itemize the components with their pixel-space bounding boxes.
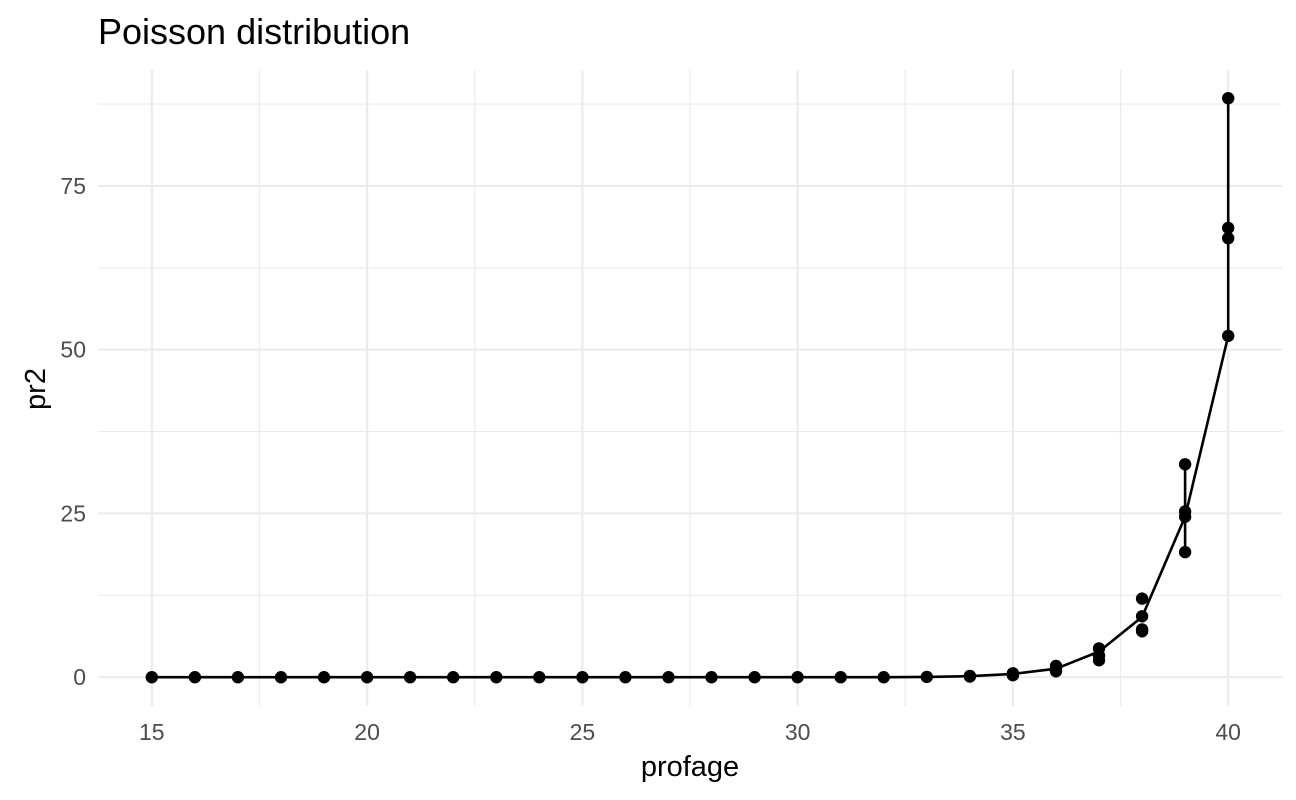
data-point bbox=[1222, 221, 1235, 235]
x-tick-label: 25 bbox=[570, 719, 596, 745]
x-tick-label: 40 bbox=[1215, 719, 1241, 745]
data-point bbox=[1178, 545, 1192, 559]
data-point bbox=[619, 671, 632, 684]
data-point bbox=[231, 671, 245, 684]
data-point bbox=[662, 671, 675, 684]
data-point bbox=[576, 671, 589, 684]
x-tick-label: 35 bbox=[1000, 719, 1026, 745]
data-point bbox=[1135, 623, 1149, 636]
data-point bbox=[748, 671, 761, 684]
data-point bbox=[490, 671, 503, 684]
x-axis-title: profage bbox=[641, 751, 739, 783]
data-point bbox=[317, 671, 331, 684]
x-tick-label: 15 bbox=[139, 719, 165, 745]
y-tick-label: 25 bbox=[60, 500, 86, 526]
data-point bbox=[1049, 659, 1063, 673]
x-axis-tick-labels: 15 20 25 30 35 40 bbox=[139, 719, 1241, 745]
chart-title: Poisson distribution bbox=[98, 11, 410, 52]
data-point bbox=[963, 669, 977, 683]
y-tick-label: 75 bbox=[60, 173, 86, 199]
data-point bbox=[403, 671, 417, 684]
data-series bbox=[145, 92, 1235, 684]
data-point bbox=[1135, 610, 1149, 623]
data-point bbox=[1178, 505, 1192, 518]
data-point bbox=[1222, 232, 1235, 245]
data-point bbox=[360, 671, 374, 684]
data-point bbox=[145, 671, 158, 684]
data-point bbox=[1135, 592, 1149, 605]
data-point bbox=[274, 671, 288, 684]
data-point bbox=[1222, 329, 1235, 343]
y-axis-tick-labels: 0 25 50 75 bbox=[60, 173, 86, 690]
x-tick-label: 30 bbox=[785, 719, 811, 745]
data-point bbox=[877, 671, 890, 684]
data-point bbox=[1092, 642, 1106, 655]
data-point bbox=[791, 671, 804, 684]
data-point bbox=[188, 671, 202, 684]
x-tick-label: 20 bbox=[354, 719, 380, 745]
data-point bbox=[1006, 667, 1020, 680]
data-point bbox=[705, 671, 718, 684]
data-point bbox=[1178, 458, 1192, 471]
y-tick-label: 50 bbox=[60, 337, 86, 363]
data-point bbox=[1222, 92, 1235, 105]
y-axis-title: pr2 bbox=[20, 368, 52, 410]
data-point bbox=[447, 671, 460, 684]
data-point bbox=[920, 670, 933, 684]
data-point bbox=[533, 671, 546, 684]
gridlines bbox=[98, 70, 1282, 706]
y-tick-label: 0 bbox=[73, 664, 86, 690]
data-point bbox=[834, 671, 847, 684]
